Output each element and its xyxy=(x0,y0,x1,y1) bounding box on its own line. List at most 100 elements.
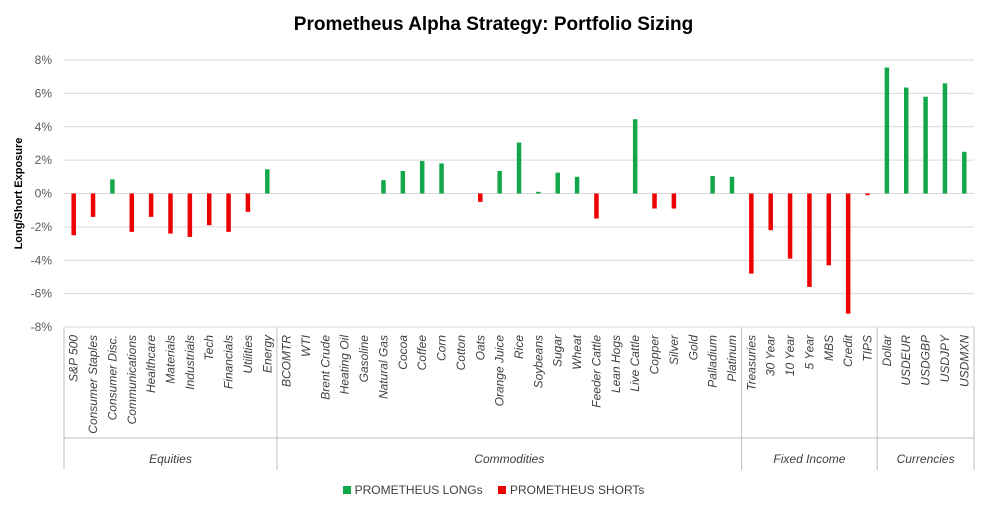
group-label: Fixed Income xyxy=(773,452,845,466)
bar-long xyxy=(710,175,715,194)
y-tick-label: 4% xyxy=(35,120,53,134)
bar-short xyxy=(206,193,212,226)
x-tick-label: Soybeans xyxy=(531,335,545,388)
bar-long xyxy=(923,96,928,194)
x-tick-label: Communications xyxy=(125,335,139,424)
legend-item-shorts: PROMETHEUS SHORTs xyxy=(497,483,645,497)
legend-label-shorts: PROMETHEUS SHORTs xyxy=(509,483,645,497)
bar-short xyxy=(71,193,76,236)
x-tick-label: Dollar xyxy=(880,334,894,366)
x-tick-label: Consumer Staples xyxy=(86,335,100,434)
bar-short xyxy=(807,193,812,287)
bar-short xyxy=(652,193,657,209)
x-tick-label: USDGBP xyxy=(919,335,933,386)
legend-swatch-longs xyxy=(342,485,351,494)
y-axis-title: Long/Short Exposure xyxy=(13,138,25,250)
bar-short xyxy=(90,193,96,217)
x-tick-label: Lean Hogs xyxy=(609,335,623,393)
bar-long xyxy=(962,151,967,194)
x-tick-label: Tech xyxy=(202,335,216,361)
x-tick-label: Cocoa xyxy=(396,335,410,370)
bar-short xyxy=(187,193,193,237)
x-tick-label: Platinum xyxy=(725,335,739,382)
legend-item-longs: PROMETHEUS LONGs xyxy=(342,483,483,497)
x-tick-label: Healthcare xyxy=(144,335,158,393)
bar-short xyxy=(787,193,793,259)
bar-long xyxy=(381,180,386,194)
y-tick-label: 8% xyxy=(35,53,53,67)
x-tick-label: Palladium xyxy=(706,335,720,388)
x-tick-label: BCOMTR xyxy=(280,335,294,387)
x-tick-label: 5 Year xyxy=(802,334,816,369)
legend: PROMETHEUS LONGs PROMETHEUS SHORTs xyxy=(0,483,987,497)
bar-long xyxy=(110,179,115,194)
x-tick-label: Credit xyxy=(841,334,855,367)
y-tick-label: 2% xyxy=(35,153,53,167)
x-tick-label: USDEUR xyxy=(899,335,913,386)
bar-long xyxy=(942,83,948,194)
bar-long xyxy=(729,176,735,194)
x-tick-label: Oats xyxy=(473,335,487,360)
y-tick-label: -4% xyxy=(31,253,53,267)
x-tick-label: TIPS xyxy=(861,335,875,362)
x-tick-label: Corn xyxy=(435,335,449,361)
x-tick-label: Financials xyxy=(222,335,236,389)
x-tick-label: Brent Crude xyxy=(318,335,332,400)
bar-long xyxy=(265,169,270,194)
x-tick-label: Live Cattle xyxy=(628,335,642,392)
x-tick-label: Coffee xyxy=(415,335,429,371)
bar-short xyxy=(245,193,251,212)
bar-short xyxy=(129,193,135,232)
x-tick-label: Wheat xyxy=(570,334,584,369)
bar-short xyxy=(845,193,851,314)
x-tick-label: USDMXN xyxy=(957,335,971,387)
x-tick-label: 30 Year xyxy=(764,334,778,376)
y-tick-label: -6% xyxy=(31,287,53,301)
bar-long xyxy=(419,160,425,194)
group-label: Equities xyxy=(149,452,192,466)
bar-short xyxy=(226,193,231,232)
bar-long xyxy=(632,119,638,194)
x-tick-label: Energy xyxy=(260,334,274,373)
bar-long xyxy=(884,67,890,194)
y-tick-label: 0% xyxy=(35,187,53,201)
bar-short xyxy=(768,193,773,231)
x-tick-label: MBS xyxy=(822,335,836,361)
x-tick-label: Cotton xyxy=(454,335,468,371)
bar-short xyxy=(671,193,677,209)
x-tick-label: 10 Year xyxy=(783,334,797,376)
x-tick-label: Utilities xyxy=(241,335,255,374)
group-label: Commodities xyxy=(474,452,544,466)
x-tick-label: Orange Juice xyxy=(493,335,507,407)
bar-long xyxy=(574,176,580,194)
bar-short xyxy=(148,193,154,217)
x-tick-label: Copper xyxy=(648,334,662,374)
bar-long xyxy=(555,172,560,194)
y-tick-label: -2% xyxy=(31,220,53,234)
x-tick-label: Silver xyxy=(667,334,681,365)
x-tick-label: Feeder Cattle xyxy=(589,335,603,408)
x-tick-label: S&P 500 xyxy=(67,335,81,382)
bar-long xyxy=(516,142,522,194)
x-tick-label: Consumer Disc. xyxy=(105,335,119,420)
y-tick-label: -8% xyxy=(31,320,53,334)
group-label: Currencies xyxy=(897,452,955,466)
x-tick-label: USDJPY xyxy=(938,334,952,382)
bar-short xyxy=(168,193,173,234)
x-tick-label: Heating Oil xyxy=(338,335,352,395)
bar-long xyxy=(400,170,406,194)
bar-short xyxy=(826,193,832,266)
x-tick-label: Materials xyxy=(163,335,177,384)
x-tick-label: Sugar xyxy=(551,334,565,367)
legend-label-longs: PROMETHEUS LONGs xyxy=(354,483,483,497)
legend-swatch-shorts xyxy=(497,485,506,494)
x-tick-label: Industrials xyxy=(183,335,197,390)
x-tick-label: Gold xyxy=(686,335,700,361)
bar-short xyxy=(478,193,483,202)
bar-short xyxy=(865,193,870,196)
y-tick-label: 6% xyxy=(35,86,53,100)
x-tick-label: Treasuries xyxy=(744,335,758,391)
x-tick-label: WTI xyxy=(299,334,313,357)
